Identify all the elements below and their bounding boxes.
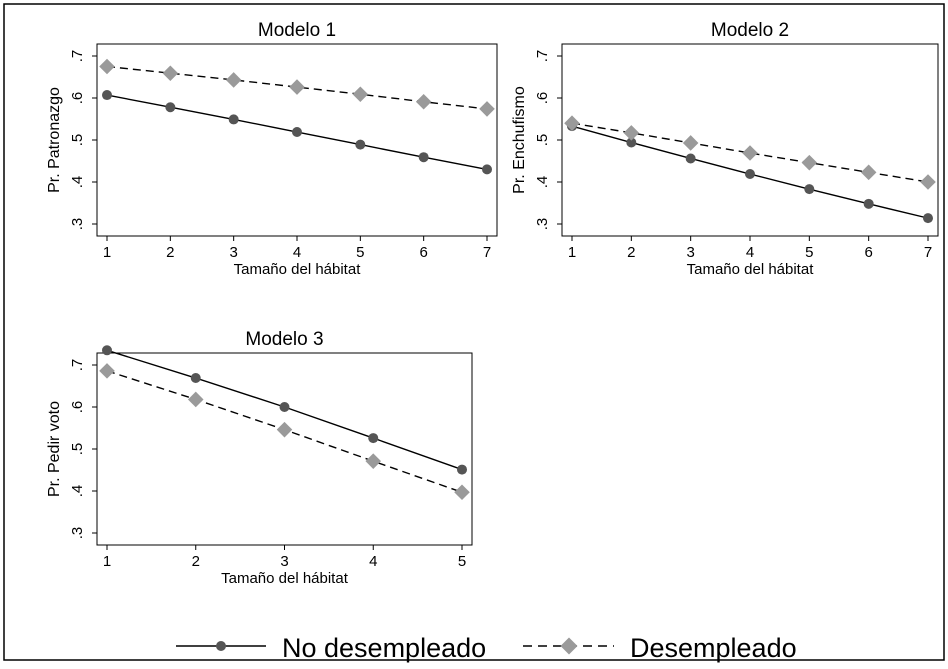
x-tick-label: 3 xyxy=(229,244,237,261)
point-desempleado xyxy=(187,391,204,408)
y-axis-label: Pr. Pedir voto xyxy=(46,401,63,497)
y-tick-label: .7 xyxy=(69,50,86,63)
point-no-desempleado xyxy=(165,102,176,113)
x-tick-label: 7 xyxy=(924,244,932,261)
y-tick-label: .7 xyxy=(534,50,551,63)
chart-panel-2: Modelo 2 1 2 3 4 5 6 7 Tamaño del hábitat .3 .4 .5.… xyxy=(511,20,939,278)
point-no-desempleado xyxy=(863,198,874,209)
point-no-desempleado xyxy=(190,373,201,384)
point-no-desempleado xyxy=(418,152,429,163)
x-tick-label: 4 xyxy=(293,244,301,261)
x-tick-label: 3 xyxy=(686,244,694,261)
chart-title: Modelo 3 xyxy=(245,329,323,350)
y-tick-label: .3 xyxy=(534,218,551,231)
point-no-desempleado xyxy=(685,153,696,164)
point-desempleado xyxy=(860,164,877,181)
y-tick-label: .5 xyxy=(69,134,86,147)
point-desempleado xyxy=(801,154,818,171)
x-axis-label: Tamaño del hábitat xyxy=(234,261,362,278)
y-tick-label: .6 xyxy=(69,92,86,105)
point-no-desempleado xyxy=(279,402,290,412)
point-no-desempleado xyxy=(482,164,492,175)
y-tick-label: .6 xyxy=(534,92,551,105)
point-desempleado xyxy=(682,135,699,151)
point-desempleado xyxy=(162,65,179,81)
legend-label-no-desempleado: No desempleado xyxy=(282,633,486,663)
chart-panel-3: Modelo 3 1 2 3 4 5 Tamaño del hábitat .3 .4 .5 .6.… xyxy=(46,329,473,587)
x-tick-label: 5 xyxy=(805,244,813,261)
y-tick-label: .4 xyxy=(69,485,86,498)
x-tick-label: 1 xyxy=(103,244,111,261)
x-tick-label: 2 xyxy=(192,553,200,570)
plot-area xyxy=(96,352,473,546)
x-tick-label: 2 xyxy=(627,244,635,261)
x-tick-label: 7 xyxy=(483,244,491,261)
legend-marker-no-desempleado xyxy=(216,641,226,651)
legend: No desempleado Desempleado xyxy=(176,633,797,663)
x-tick-label: 6 xyxy=(419,244,427,261)
point-desempleado xyxy=(920,174,936,190)
y-tick-label: .4 xyxy=(534,176,551,189)
y-tick-label: .5 xyxy=(69,443,86,456)
x-tick-label: 1 xyxy=(568,244,576,261)
x-tick-label: 3 xyxy=(280,553,288,570)
point-no-desempleado xyxy=(923,213,933,224)
x-axis-label: Tamaño del hábitat xyxy=(221,570,349,587)
point-no-desempleado xyxy=(457,464,467,475)
chart-panel-1: Modelo 1 1 2 3 4 5 6 7 Tamaño del hábitat .3 .4 .5.… xyxy=(46,20,498,278)
y-axis-label: Pr. Patronazgo xyxy=(46,87,63,193)
point-desempleado xyxy=(225,72,242,88)
y-axis-label: Pr. Enchufismo xyxy=(511,86,528,194)
chart-title: Modelo 2 xyxy=(711,20,789,41)
x-tick-label: 2 xyxy=(166,244,174,261)
x-tick-label: 6 xyxy=(864,244,872,261)
point-no-desempleado xyxy=(228,114,239,125)
y-tick-label: .4 xyxy=(69,176,86,189)
point-no-desempleado xyxy=(355,139,366,150)
x-tick-label: 1 xyxy=(103,553,111,570)
y-tick-label: .5 xyxy=(534,134,551,147)
point-desempleado xyxy=(99,58,115,75)
y-tick-label: .3 xyxy=(69,527,86,540)
point-no-desempleado xyxy=(804,184,815,195)
chart-title: Modelo 1 xyxy=(258,20,336,41)
point-no-desempleado xyxy=(626,137,637,148)
x-tick-label: 4 xyxy=(369,553,377,570)
point-no-desempleado xyxy=(368,433,379,444)
point-no-desempleado xyxy=(102,345,112,356)
plot-area xyxy=(96,43,498,237)
x-tick-label: 5 xyxy=(356,244,364,261)
y-tick-label: .6 xyxy=(69,401,86,414)
legend-label-desempleado: Desempleado xyxy=(630,633,797,663)
x-axis-label: Tamaño del hábitat xyxy=(687,261,815,278)
y-tick-label: .7 xyxy=(69,359,86,372)
x-tick-label: 5 xyxy=(458,553,466,570)
point-no-desempleado xyxy=(102,90,112,101)
point-no-desempleado xyxy=(292,127,302,138)
x-tick-label: 4 xyxy=(746,244,754,261)
point-no-desempleado xyxy=(745,169,755,180)
y-tick-label: .3 xyxy=(69,218,86,231)
point-desempleado xyxy=(742,145,758,161)
legend-marker-desempleado xyxy=(560,637,578,655)
